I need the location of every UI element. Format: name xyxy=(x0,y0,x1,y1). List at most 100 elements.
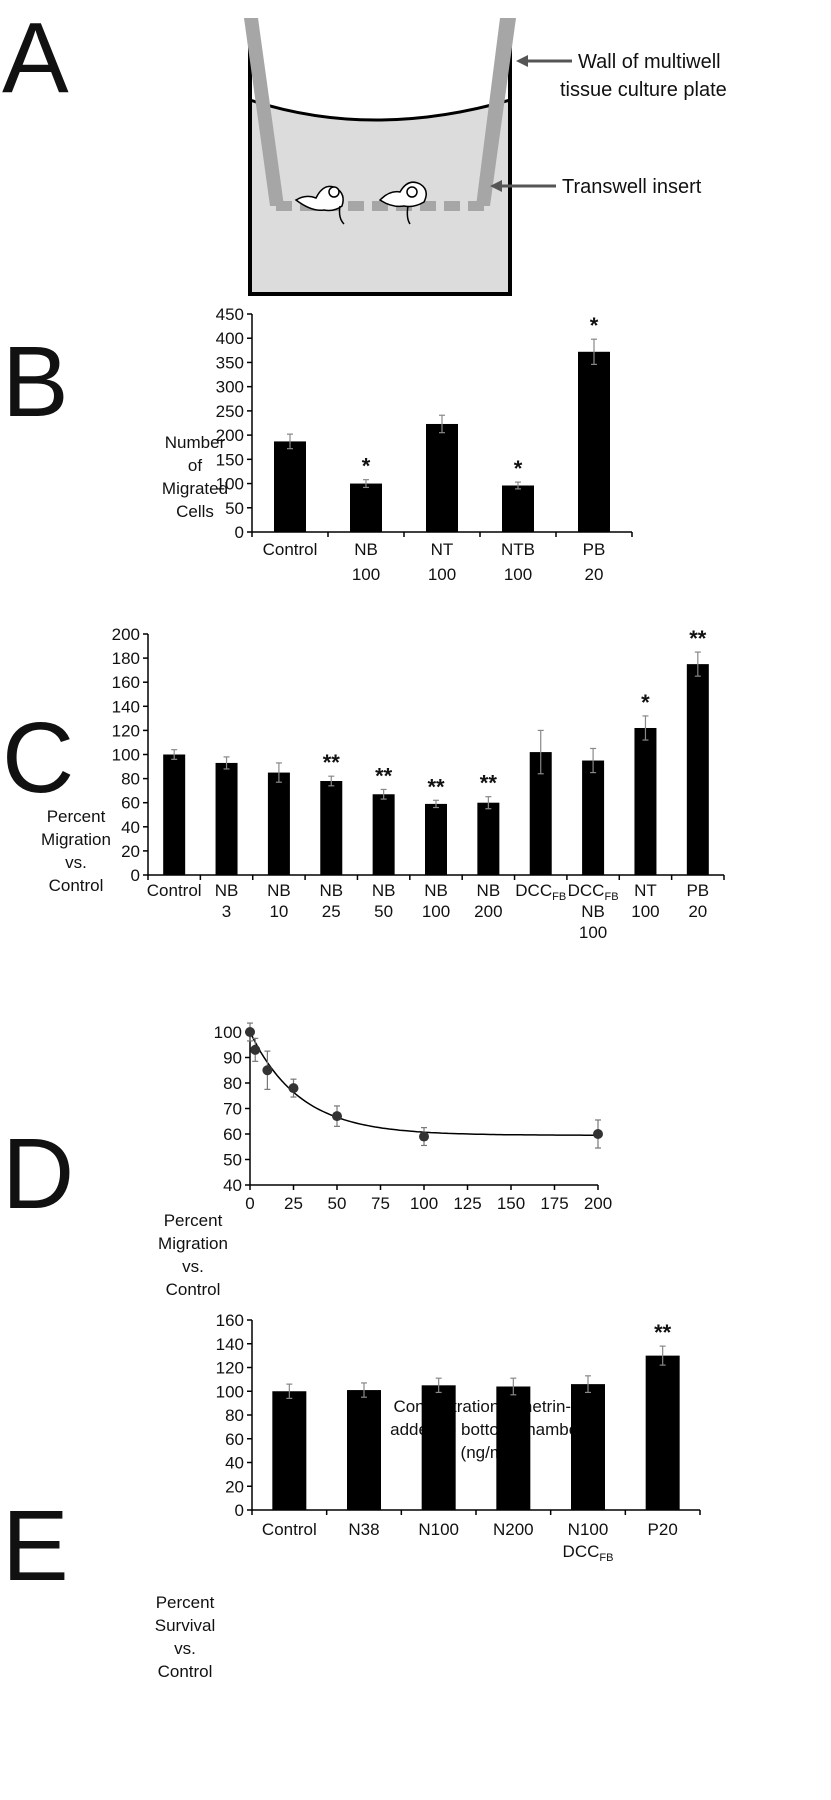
panel-d-fit-curve xyxy=(249,1031,598,1136)
panel-b-category-label: 20 xyxy=(585,565,604,584)
panel-b-ylabel-line: Migrated xyxy=(162,479,228,498)
panel-b-bar xyxy=(578,351,610,532)
panel-c-bar xyxy=(320,781,343,875)
panel-b-y-tick-label: 150 xyxy=(216,450,244,469)
panel-b-significance-marker: * xyxy=(362,454,371,479)
panel-b-y-tick-label: 250 xyxy=(216,402,244,421)
transwell-insert-right-wall xyxy=(476,18,516,206)
panel-c-category-label: Control xyxy=(147,881,202,900)
panel-e-y-tick-label: 160 xyxy=(216,1311,244,1330)
panel-e-ylabel-line: Percent xyxy=(156,1593,215,1612)
panel-c-bar xyxy=(582,760,605,875)
panel-c-y-tick-label: 200 xyxy=(112,625,140,644)
panel-b-category-label: NT xyxy=(431,540,454,559)
panel-b-y-tick-label: 450 xyxy=(216,305,244,324)
panel-b-bar xyxy=(426,423,458,532)
panel-letter-c: C xyxy=(2,702,74,814)
panel-e-ylabel: Percent Survival vs. Control xyxy=(155,1593,215,1681)
panel-e-bar xyxy=(272,1391,307,1510)
panel-e-bar xyxy=(347,1390,381,1510)
panel-c-category-label: 100 xyxy=(579,923,607,942)
panel-c-y-tick-label: 80 xyxy=(121,770,140,789)
panel-d-data-point xyxy=(288,1083,299,1094)
well-medium xyxy=(250,100,510,292)
panel-letter-d: D xyxy=(2,1118,74,1230)
panel-e-ylabel-line: Control xyxy=(158,1662,213,1681)
panel-c-category-label: 10 xyxy=(269,902,288,921)
panel-c-bar xyxy=(215,762,238,875)
panel-c-category-label: 200 xyxy=(474,902,502,921)
panel-b-category-label: PB xyxy=(583,540,606,559)
panel-c-category-label: 20 xyxy=(688,902,707,921)
migrating-cell xyxy=(378,181,427,225)
panel-d-data-point xyxy=(245,1027,255,1037)
panel-d-data-point xyxy=(332,1111,342,1122)
plate-well-wall xyxy=(248,22,512,296)
panel-b-y-tick-label: 100 xyxy=(216,475,244,494)
panel-letter-a: A xyxy=(2,2,69,114)
panel-b-ylabel: Number of Migrated Cells xyxy=(162,433,228,521)
panel-c-category-label: NB xyxy=(215,881,239,900)
panel-e-ylabel-line: Survival xyxy=(155,1616,215,1635)
panel-c-y-tick-label: 20 xyxy=(121,842,140,861)
panel-e: E Percent Survival vs. Control 0 20 40 60 80… xyxy=(2,1311,701,1681)
insert-label-arrowhead xyxy=(490,180,502,192)
panel-c-category-label: DCCFB xyxy=(515,881,566,903)
panel-letter-b: B xyxy=(2,326,69,438)
panel-b-y-tick-label: 400 xyxy=(216,329,244,348)
panel-e-y-tick-label: 0 xyxy=(235,1501,244,1520)
panel-e-y-tick-label: 20 xyxy=(225,1477,244,1496)
panel-b-category-label: 100 xyxy=(504,565,532,584)
panel-b-ylabel-line: of xyxy=(188,456,202,475)
panel-c-category-label: 50 xyxy=(374,902,393,921)
panel-e-bar xyxy=(645,1355,680,1510)
panel-c-y-tick-label: 100 xyxy=(112,746,140,765)
panel-c-significance-marker: ** xyxy=(323,750,341,775)
panel-d-x-tick-label: 100 xyxy=(410,1194,438,1213)
insert-label: Transwell insert xyxy=(562,176,702,198)
panel-c-category-label: 25 xyxy=(322,902,341,921)
panel-d-y-tick-label: 40 xyxy=(223,1176,242,1195)
panel-b-y-tick-label: 0 xyxy=(235,523,244,542)
panel-b: B Number of Migrated Cells 0 50 100 150 200 2… xyxy=(2,305,633,584)
panel-e-ylabel-line: vs. xyxy=(174,1639,196,1658)
panel-c-category-label: NB xyxy=(477,881,501,900)
panel-c-significance-marker: ** xyxy=(427,774,445,799)
panel-d-x-tick-label: 175 xyxy=(540,1194,568,1213)
panel-letter-e: E xyxy=(2,1490,69,1602)
panel-c-ylabel-line: Percent xyxy=(47,807,106,826)
panel-c-y-tick-label: 140 xyxy=(112,697,140,716)
panel-c-ylabel-line: vs. xyxy=(65,853,87,872)
panel-b-category-label: NTB xyxy=(501,540,535,559)
panel-c-category-label: PB xyxy=(686,881,709,900)
panel-d-ylabel: Percent Migration vs. Control xyxy=(158,1211,228,1299)
panel-e-category-label: P20 xyxy=(648,1520,678,1539)
panel-d-ylabel-line: Migration xyxy=(158,1234,228,1253)
panel-b-category-label: 100 xyxy=(352,565,380,584)
panel-c-category-label: NT xyxy=(634,881,657,900)
panel-c-significance-marker: ** xyxy=(480,771,498,796)
wall-label-line2: tissue culture plate xyxy=(560,79,727,101)
panel-b-y-tick-label: 50 xyxy=(225,499,244,518)
panel-c-category-label: 3 xyxy=(222,902,231,921)
panel-c-bar xyxy=(425,803,447,875)
panel-c-significance-marker: ** xyxy=(689,626,707,651)
panel-c-ylabel-line: Migration xyxy=(41,830,111,849)
panel-c-y-tick-label: 60 xyxy=(121,794,140,813)
panel-e-significance-marker: ** xyxy=(654,1320,672,1345)
panel-c-category-label: NB xyxy=(372,881,396,900)
panel-d-ylabel-line: Control xyxy=(166,1280,221,1299)
panel-c-ylabel-line: Control xyxy=(49,876,104,895)
panel-e-y-tick-label: 40 xyxy=(225,1454,244,1473)
panel-e-plot: 0 20 40 60 80 100 120 140 160 Control N38 N100 N200 N… xyxy=(216,1311,701,1564)
panel-d-x-tick-label: 75 xyxy=(371,1194,390,1213)
panel-c-bar xyxy=(163,754,186,875)
panel-d-ylabel-line: vs. xyxy=(182,1257,204,1276)
panel-b-category-label: NB xyxy=(354,540,378,559)
panel-b-category-label: 100 xyxy=(428,565,456,584)
panel-c-category-label: NB xyxy=(267,881,291,900)
panel-b-significance-marker: * xyxy=(590,313,599,338)
panel-d-ylabel-line: Percent xyxy=(164,1211,223,1230)
panel-d-data-point xyxy=(419,1131,429,1142)
